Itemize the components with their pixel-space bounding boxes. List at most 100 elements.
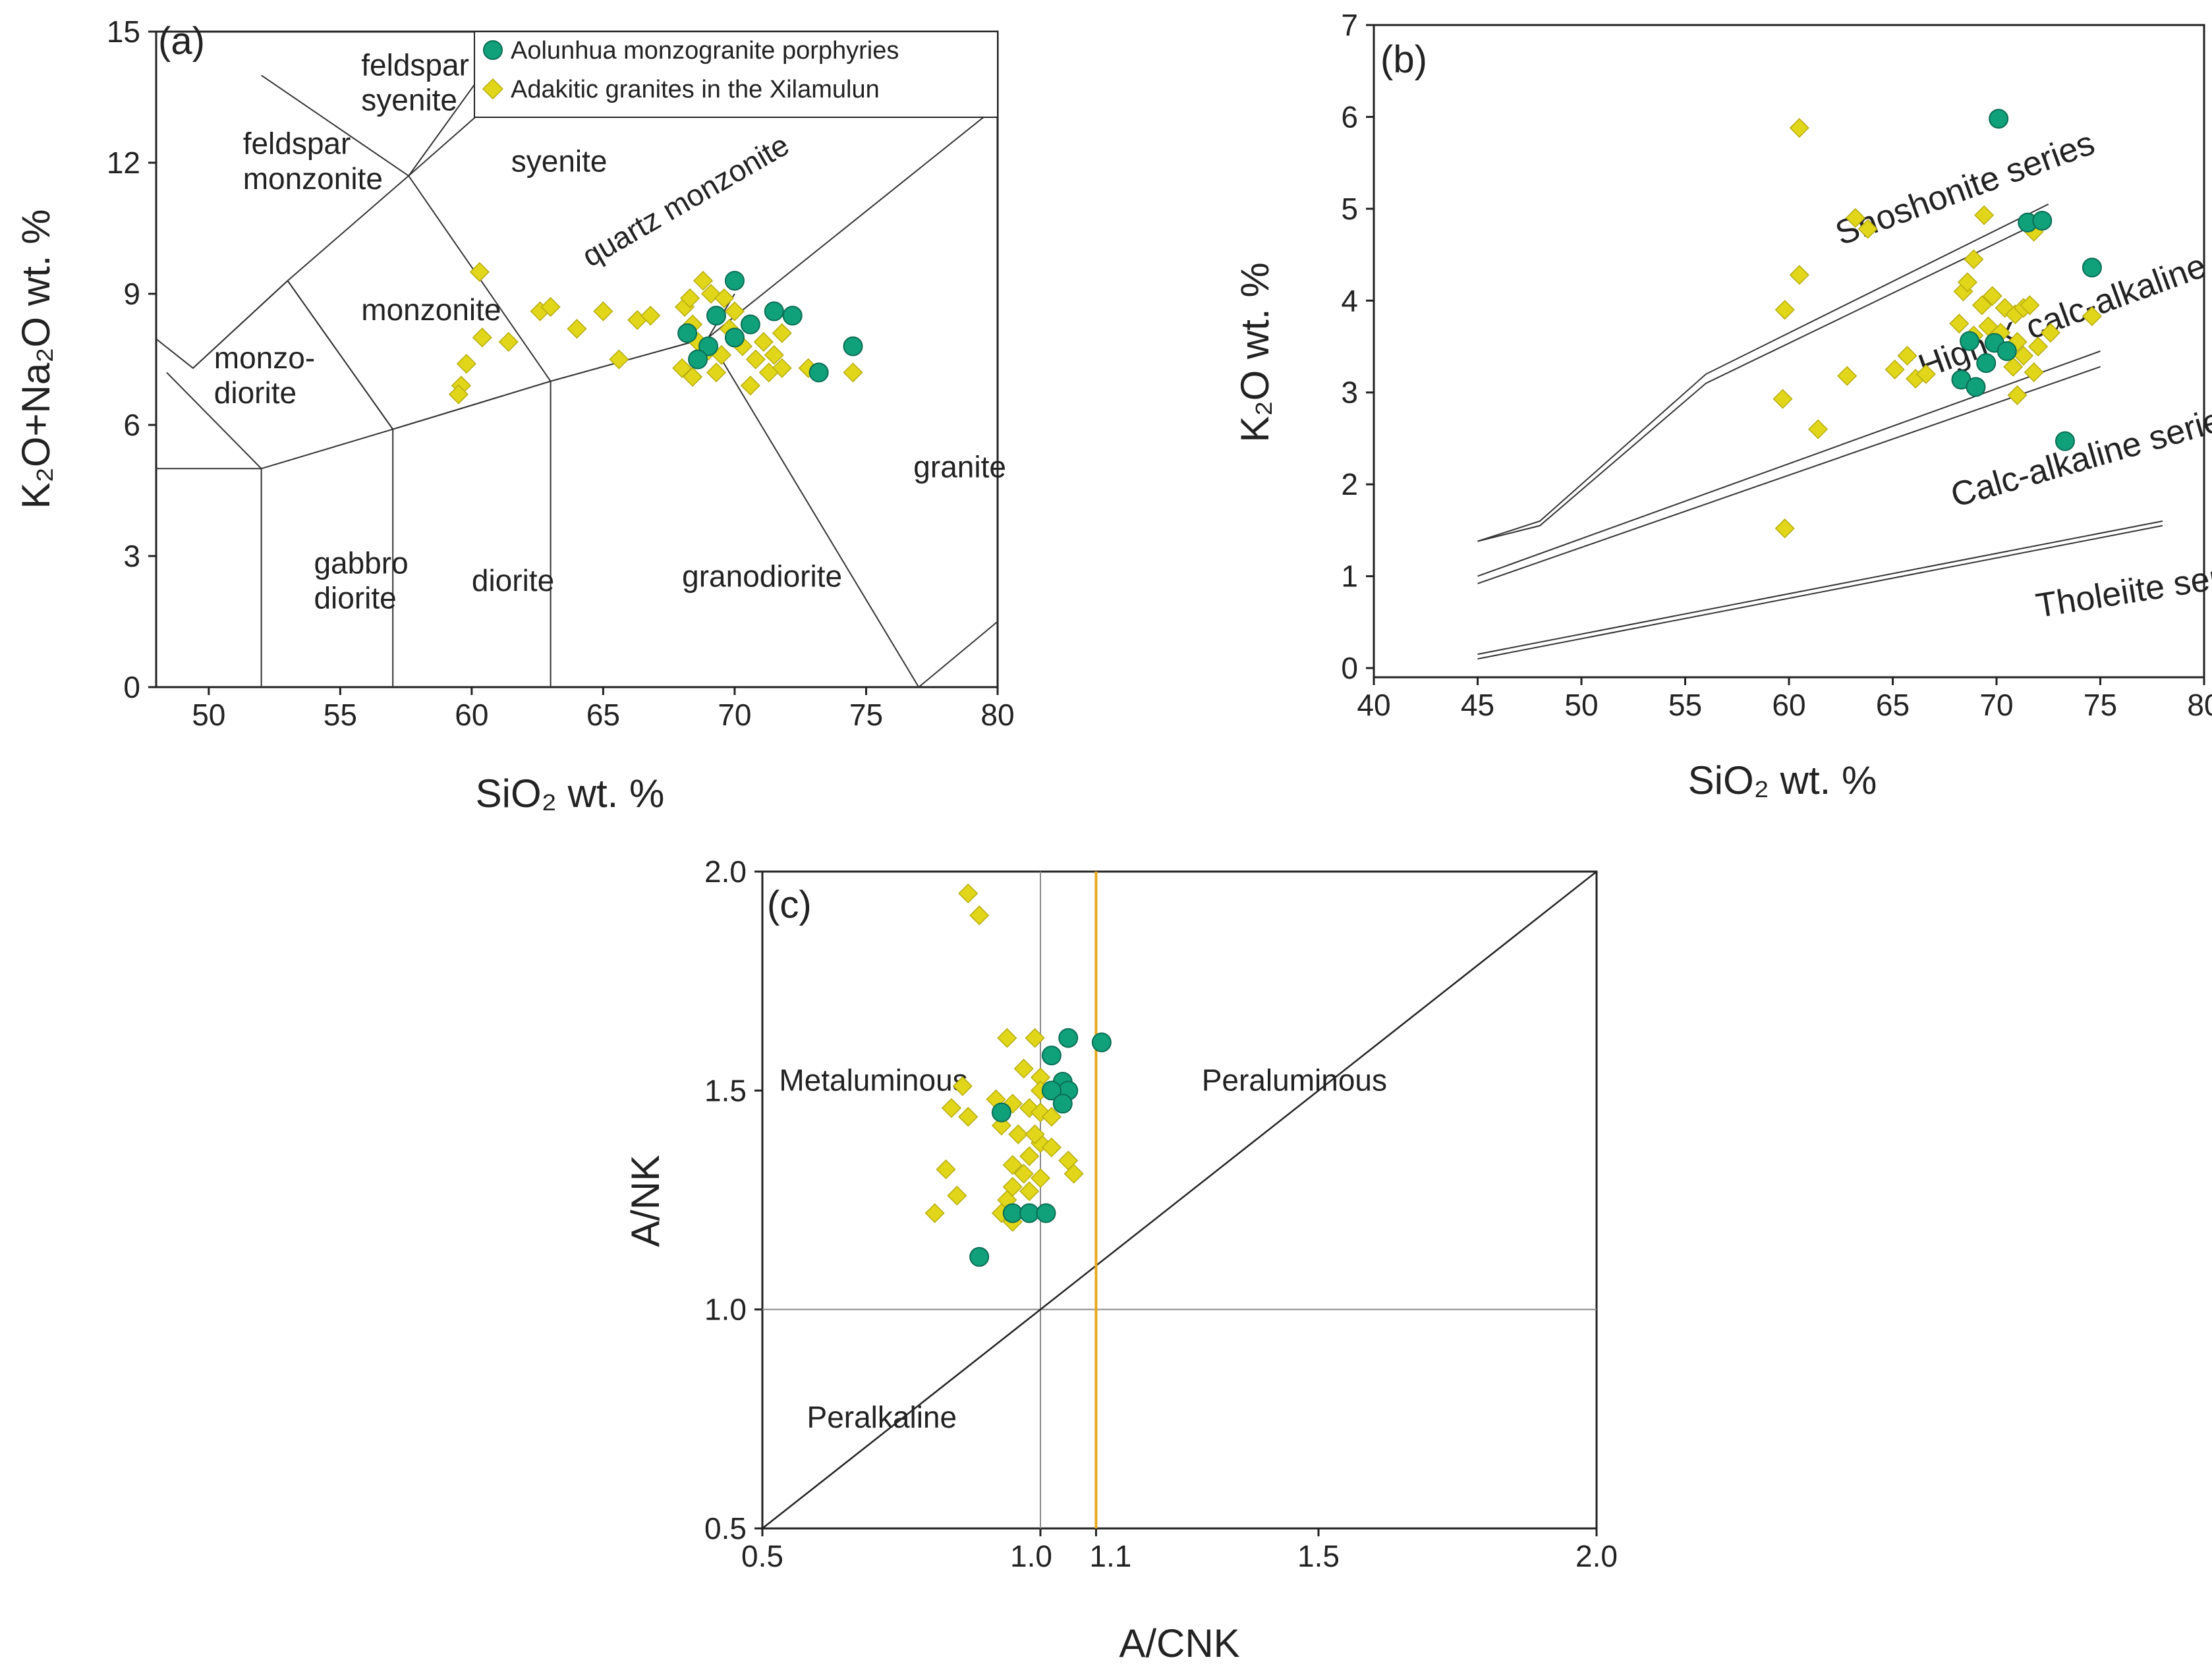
point-adakitic bbox=[947, 1185, 967, 1206]
point-aolunhua bbox=[1091, 1032, 1112, 1053]
point-aolunhua bbox=[782, 306, 803, 326]
panel-a-plot-frame bbox=[155, 30, 999, 688]
point-adakitic bbox=[1774, 518, 1795, 539]
point-adakitic bbox=[680, 288, 700, 308]
y-tick-label: 4 bbox=[1341, 283, 1358, 318]
point-adakitic bbox=[1915, 364, 1936, 384]
y-tick-label: 0 bbox=[123, 670, 140, 704]
point-adakitic bbox=[1949, 314, 1970, 334]
field-label-5: monzonite bbox=[361, 293, 501, 327]
point-adakitic bbox=[1808, 419, 1829, 439]
y-tick-label: 3 bbox=[123, 539, 140, 573]
point-aolunhua bbox=[1041, 1080, 1062, 1101]
point-adakitic bbox=[1789, 265, 1809, 285]
point-aolunhua bbox=[1019, 1203, 1040, 1223]
legend-circle-marker bbox=[483, 40, 503, 60]
point-aolunhua bbox=[991, 1102, 1011, 1123]
field-label-10: diorite bbox=[314, 581, 396, 615]
point-adakitic bbox=[567, 319, 587, 339]
point-adakitic bbox=[2082, 306, 2102, 327]
panel-c-label: (c) bbox=[767, 883, 812, 926]
y-tick-label: 6 bbox=[123, 408, 140, 442]
point-adakitic bbox=[843, 362, 863, 383]
x-tick-label: 80 bbox=[2187, 688, 2212, 722]
panel-b: Shoshonite seriesHigh-K calc-alkaline se… bbox=[1233, 8, 2212, 802]
point-adakitic bbox=[1025, 1028, 1045, 1048]
field-label-13: granite bbox=[913, 450, 1006, 484]
y-tick-label: 3 bbox=[1341, 376, 1358, 410]
point-adakitic bbox=[2024, 362, 2044, 383]
y-tick-label: 7 bbox=[1341, 8, 1358, 42]
y-tick-label: 2.0 bbox=[704, 854, 747, 889]
point-adakitic bbox=[1063, 1163, 1084, 1184]
legend-series-2: Adakitic granites in the Xilamulun bbox=[511, 76, 880, 103]
point-adakitic bbox=[1971, 295, 1993, 316]
point-adakitic bbox=[1030, 1168, 1051, 1188]
panel-c-ylabel: A/NK bbox=[623, 1155, 667, 1247]
point-adakitic bbox=[2040, 323, 2060, 343]
point-aolunhua bbox=[1989, 109, 2009, 129]
point-adakitic bbox=[1002, 1155, 1023, 1175]
point-adakitic bbox=[1013, 1163, 1034, 1184]
x-tick-label: 70 bbox=[1979, 688, 2013, 722]
field-boundary-1 bbox=[1477, 217, 2049, 542]
point-adakitic bbox=[997, 1028, 1017, 1048]
point-adakitic bbox=[1897, 345, 1917, 366]
point-adakitic bbox=[1019, 1181, 1040, 1202]
point-aolunhua bbox=[2055, 431, 2075, 451]
point-adakitic bbox=[714, 288, 735, 308]
x-tick-label: 75 bbox=[849, 698, 883, 732]
point-aolunhua bbox=[740, 314, 760, 335]
point-aolunhua bbox=[677, 323, 698, 343]
y-tick-label: 9 bbox=[123, 277, 140, 311]
y-tick-label: 12 bbox=[107, 146, 140, 180]
point-adakitic bbox=[706, 362, 727, 383]
diagonal-line bbox=[762, 872, 1597, 1528]
x-tick-label: 40 bbox=[1357, 688, 1390, 722]
point-adakitic bbox=[2007, 385, 2028, 405]
point-adakitic bbox=[2013, 345, 2034, 366]
x-tick-label: 55 bbox=[1668, 688, 1702, 722]
x-tick-label: 1.5 bbox=[1297, 1539, 1340, 1573]
field-label-1: syenite bbox=[361, 82, 457, 117]
field-label-2: Peralkaline bbox=[807, 1400, 957, 1434]
point-adakitic bbox=[764, 345, 784, 365]
field-label-9: gabbro bbox=[314, 546, 408, 580]
point-adakitic bbox=[1041, 1137, 1062, 1158]
panel-a-ylabel: K₂O+Na₂O wt. % bbox=[14, 209, 58, 509]
point-adakitic bbox=[936, 1159, 956, 1180]
point-adakitic bbox=[1774, 300, 1795, 320]
x-tick-label: 1.1 bbox=[1089, 1539, 1131, 1573]
x-tick-label: 75 bbox=[2084, 688, 2117, 722]
point-adakitic bbox=[1019, 1146, 1040, 1167]
point-adakitic bbox=[745, 349, 766, 370]
point-adakitic bbox=[952, 1076, 973, 1096]
point-adakitic bbox=[1982, 286, 2002, 306]
y-tick-label: 0.5 bbox=[704, 1511, 747, 1546]
x-tick-label: 70 bbox=[718, 698, 751, 732]
point-aolunhua bbox=[1002, 1203, 1023, 1223]
point-adakitic bbox=[958, 1107, 978, 1127]
panel-c-xlabel: A/CNK bbox=[1119, 1621, 1239, 1665]
point-adakitic bbox=[1041, 1107, 1062, 1127]
point-aolunhua bbox=[1976, 353, 1997, 374]
field-label-12: granodiorite bbox=[682, 559, 842, 593]
x-tick-label: 45 bbox=[1461, 688, 1494, 722]
point-aolunhua bbox=[1052, 1094, 1073, 1114]
point-adakitic bbox=[1837, 366, 1858, 386]
point-aolunhua bbox=[698, 336, 719, 356]
point-adakitic bbox=[1964, 249, 1984, 269]
point-aolunhua bbox=[1036, 1203, 1056, 1223]
point-adakitic bbox=[753, 331, 774, 352]
point-adakitic bbox=[472, 327, 492, 348]
point-adakitic bbox=[724, 301, 745, 321]
legend-series-1: Aolunhua monzogranite porphyries bbox=[511, 37, 899, 65]
x-tick-label: 2.0 bbox=[1575, 1539, 1618, 1573]
point-adakitic bbox=[969, 905, 990, 926]
y-tick-label: 1.5 bbox=[704, 1073, 747, 1107]
point-adakitic bbox=[2028, 336, 2049, 357]
point-adakitic bbox=[456, 354, 476, 374]
field-boundary-0 bbox=[1477, 204, 2049, 542]
point-adakitic bbox=[1957, 272, 1977, 293]
point-adakitic bbox=[958, 883, 978, 904]
